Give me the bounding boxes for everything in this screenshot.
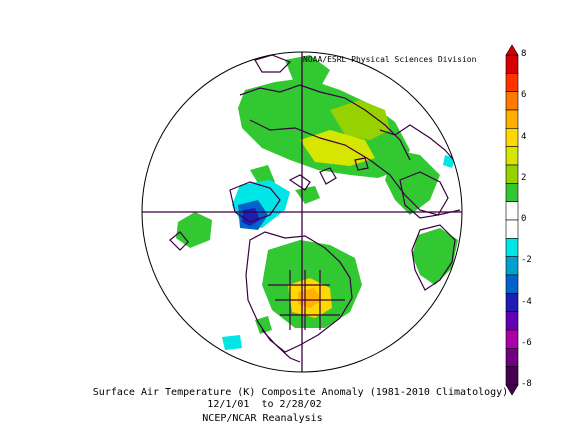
colorbar-segment [505,219,519,239]
colorbar-tick-label: 0 [521,214,527,224]
colorbar-segment [505,183,519,202]
coastline-greenland [399,171,449,219]
coastline-arctic [239,84,411,161]
colorbar-segment [505,73,519,92]
colorbar-segment [505,256,519,276]
colorbar-segment [505,366,519,386]
colorbar-tick-label: -4 [521,296,532,307]
colorbar-tick-label: -2 [521,255,532,266]
coastline-asia-east [379,124,459,166]
coastline-north-america [245,231,353,353]
caption-dates: 12/1/01 to 2/28/02 [207,399,322,410]
colorbar-segment [505,201,519,221]
colorbar-segment [505,311,519,331]
hemisphere-border [141,51,463,373]
colorbar-segment [505,109,519,129]
colorbar-tick-label: 2 [521,172,527,183]
colorbar-segment [505,128,519,147]
colorbar-arrow-top [505,44,519,56]
coastlines [169,54,461,363]
anomaly-negative-south [222,335,242,350]
colorbar-segment [505,293,519,312]
colorbar [505,44,519,396]
anomaly-negative-atlantic [443,155,455,168]
colorbar-segment [505,54,519,74]
anomaly-positive-north [285,55,330,88]
anomaly-positive-small [255,316,272,334]
colorbar-arrow-bottom [505,384,519,396]
anomaly-positive-small-arctic [295,186,320,204]
anomaly-fields [176,55,458,350]
colorbar-tick-label: 8 [521,49,527,59]
coastline-mexico [261,329,301,363]
anomaly-positive-east [385,150,440,215]
colorbar-segment [505,238,519,257]
colorbar-segment [505,274,519,294]
coastline-japan [169,231,189,251]
caption-title: Surface Air Temperature (K) Composite An… [92,387,509,398]
anomaly-positive-pacific [176,212,212,248]
colorbar-segment [505,348,519,367]
colorbar-segment [505,146,519,166]
anomaly-positive-arctic [330,100,390,140]
colorbar-segment [505,164,519,184]
anomaly-warm-ring-north-america [298,288,322,308]
coastline-europe [411,224,456,291]
colorbar-tick-label: 4 [521,131,527,142]
colorbar-segment [505,91,519,111]
colorbar-segment [505,329,519,349]
coastline-alaska [229,181,281,223]
coastline-islands [288,157,369,191]
credit-label: NOAA/ESRL Physical Sciences Division [303,55,477,64]
coastline-borders-us [268,270,345,330]
colorbar-tick-label: -8 [521,379,532,389]
anomaly-warm-core-siberia [300,130,375,166]
graticule [142,52,462,372]
colorbar-tick-label: 6 [521,90,527,101]
colorbar-tick-label: -6 [521,337,532,348]
caption-source: NCEP/NCAR Reanalysis [202,413,323,424]
